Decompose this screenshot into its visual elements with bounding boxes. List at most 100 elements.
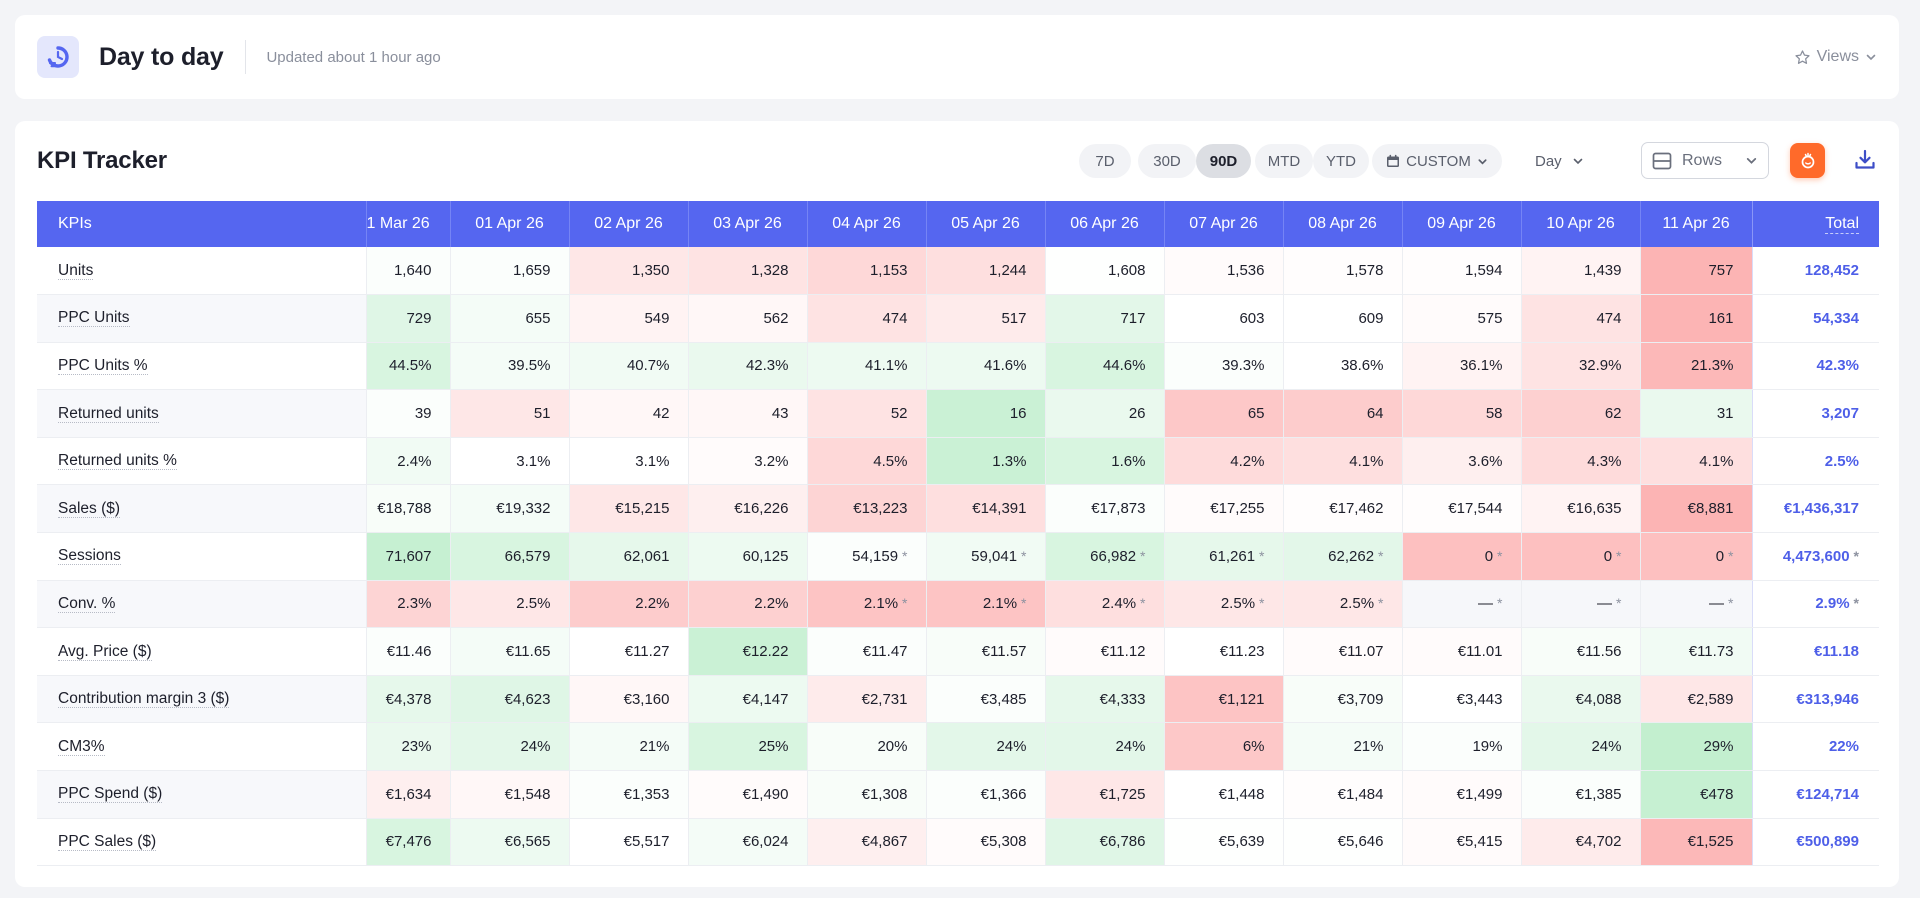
range-mtd-button[interactable]: MTD bbox=[1255, 144, 1313, 178]
kpi-total-cell: €313,946 bbox=[1751, 675, 1879, 724]
kpi-value: 2.5% bbox=[1220, 595, 1256, 613]
kpi-value-cell: €11.56 bbox=[1520, 627, 1640, 676]
kpi-value: 42 bbox=[652, 405, 670, 423]
date-column-header[interactable]: 06 Apr 26 bbox=[1044, 201, 1164, 247]
kpi-value: 39.5% bbox=[507, 357, 551, 375]
kpi-label-cell[interactable]: Avg. Price ($) bbox=[37, 627, 366, 676]
kpi-value: 2.2% bbox=[635, 595, 670, 613]
kpi-value-cell: 58 bbox=[1401, 389, 1521, 438]
download-button[interactable] bbox=[1850, 145, 1880, 175]
views-dropdown[interactable]: Views bbox=[1794, 48, 1877, 66]
kpi-value: 2.1% bbox=[982, 595, 1018, 613]
table-row: PPC Sales ($) €7,476 €6,565 €5,517 €6,024 €4,… bbox=[37, 818, 1879, 867]
kpi-value-cell: 20% bbox=[806, 722, 926, 772]
kpi-value: €11.12 bbox=[1100, 643, 1146, 661]
kpi-value-cell: 1,608 bbox=[1044, 247, 1164, 296]
kpi-label-cell[interactable]: PPC Units % bbox=[37, 342, 366, 391]
kpi-label-cell[interactable]: Contribution margin 3 ($) bbox=[37, 675, 366, 724]
range-ytd-button[interactable]: YTD bbox=[1313, 144, 1369, 178]
custom-range-button[interactable]: CUSTOM bbox=[1372, 144, 1502, 178]
kpi-value-cell: 71,607 bbox=[365, 532, 450, 581]
kpi-label-cell[interactable]: PPC Units bbox=[37, 294, 366, 343]
kpi-label-cell[interactable]: PPC Sales ($) bbox=[37, 818, 366, 867]
kpi-total-value: €124,714 bbox=[1796, 785, 1859, 803]
kpi-value: 1,328 bbox=[750, 262, 789, 280]
kpi-value: €1,366 bbox=[980, 785, 1027, 803]
kpi-value-cell: 24% bbox=[449, 722, 569, 772]
kpi-label-cell[interactable]: Sales ($) bbox=[37, 484, 366, 534]
kpi-value: 2.4% bbox=[397, 452, 432, 470]
date-column-header[interactable]: 10 Apr 26 bbox=[1520, 201, 1640, 247]
kpi-value-cell: €1,385 bbox=[1520, 770, 1640, 819]
date-column-header[interactable]: 11 Apr 26 bbox=[1639, 201, 1752, 247]
date-column-header[interactable]: 04 Apr 26 bbox=[806, 201, 926, 247]
kpi-label-cell[interactable]: CM3% bbox=[37, 722, 366, 772]
kpi-value-cell: €1,634 bbox=[365, 770, 450, 819]
kpi-value: €11.47 bbox=[862, 643, 908, 661]
kpi-label-cell[interactable]: Conv. % bbox=[37, 580, 366, 629]
date-column-header[interactable]: 02 Apr 26 bbox=[568, 201, 688, 247]
kpi-value-cell: €1,548 bbox=[449, 770, 569, 819]
kpi-value: 3.1% bbox=[635, 452, 670, 470]
date-column-header[interactable]: 07 Apr 26 bbox=[1163, 201, 1283, 247]
ai-insights-button[interactable] bbox=[1790, 143, 1825, 178]
kpi-label-cell[interactable]: Sessions bbox=[37, 532, 366, 581]
kpi-value-cell: 6% bbox=[1163, 722, 1283, 772]
date-column-header[interactable]: 08 Apr 26 bbox=[1282, 201, 1402, 247]
range-30d-button[interactable]: 30D bbox=[1138, 144, 1196, 178]
rows-dropdown[interactable]: Rows bbox=[1641, 142, 1769, 179]
kpi-value-cell: €1,448 bbox=[1163, 770, 1283, 819]
kpi-value: 2.2% bbox=[754, 595, 789, 613]
kpi-total-value: 128,452 bbox=[1804, 262, 1859, 280]
kpi-value: €4,378 bbox=[385, 690, 432, 708]
kpi-value-cell: €3,443 bbox=[1401, 675, 1521, 724]
kpi-value-cell: 62,262 * bbox=[1282, 532, 1402, 581]
kpi-value-cell: 24% bbox=[1044, 722, 1164, 772]
kpi-value: 41.6% bbox=[983, 357, 1027, 375]
kpi-value-cell: €16,635 bbox=[1520, 484, 1640, 534]
kpi-total-cell: €500,899 bbox=[1751, 818, 1879, 867]
date-column-header[interactable]: 03 Apr 26 bbox=[687, 201, 807, 247]
kpi-value: €13,223 bbox=[853, 500, 908, 518]
granularity-label: Day bbox=[1535, 152, 1562, 170]
date-column-header[interactable]: 09 Apr 26 bbox=[1401, 201, 1521, 247]
total-column-header[interactable]: Total bbox=[1751, 201, 1879, 247]
kpi-value-cell: €11.01 bbox=[1401, 627, 1521, 676]
views-label: Views bbox=[1816, 48, 1859, 65]
granularity-select[interactable]: Day bbox=[1535, 144, 1605, 178]
kpi-value: 39.3% bbox=[1221, 357, 1265, 375]
page-title: Day to day bbox=[99, 42, 224, 71]
kpi-value: €5,646 bbox=[1337, 833, 1384, 851]
kpi-value-cell: €18,788 bbox=[365, 484, 450, 534]
kpi-label-cell[interactable]: Units bbox=[37, 247, 366, 296]
kpi-value: €1,499 bbox=[1456, 785, 1503, 803]
kpi-value-cell: 1,659 bbox=[449, 247, 569, 296]
kpi-value-cell: €478 bbox=[1639, 770, 1752, 819]
kpi-table: KPIs 1 Mar 26 01 Apr 26 02 Apr 26 03 Apr 26… bbox=[37, 201, 1879, 867]
kpi-value: €11.57 bbox=[981, 643, 1027, 661]
estimate-star-icon: * bbox=[902, 547, 908, 564]
kpi-value-cell: 26 bbox=[1044, 389, 1164, 438]
kpi-value-cell: 24% bbox=[925, 722, 1045, 772]
kpi-value-cell: €2,589 bbox=[1639, 675, 1752, 724]
kpi-label: Returned units % bbox=[58, 452, 177, 471]
range-7d-button[interactable]: 7D bbox=[1079, 144, 1131, 178]
date-column-header[interactable]: 05 Apr 26 bbox=[925, 201, 1045, 247]
date-column-header[interactable]: 01 Apr 26 bbox=[449, 201, 569, 247]
kpi-value: €11.27 bbox=[624, 643, 670, 661]
kpi-value-cell: 757 bbox=[1639, 247, 1752, 296]
kpi-value-cell: €12.22 bbox=[687, 627, 807, 676]
kpi-value: €17,462 bbox=[1329, 500, 1384, 518]
date-column-header[interactable]: 1 Mar 26 bbox=[365, 201, 450, 247]
kpi-value: 20% bbox=[877, 738, 908, 756]
kpi-label-cell[interactable]: Returned units % bbox=[37, 437, 366, 486]
kpi-value: 2.5% bbox=[1339, 595, 1375, 613]
kpi-value-cell: 3.6% bbox=[1401, 437, 1521, 486]
kpi-value: 1,608 bbox=[1107, 262, 1146, 280]
kpi-tracker-card: KPI Tracker 7D 30D 90D MTD YTD CUSTOM Da… bbox=[15, 121, 1899, 887]
estimate-star-icon: * bbox=[1259, 595, 1265, 612]
table-row: Sales ($) €18,788 €19,332 €15,215 €16,226 €13… bbox=[37, 484, 1879, 534]
kpi-label-cell[interactable]: Returned units bbox=[37, 389, 366, 438]
range-90d-button[interactable]: 90D bbox=[1196, 144, 1251, 178]
kpi-label-cell[interactable]: PPC Spend ($) bbox=[37, 770, 366, 819]
